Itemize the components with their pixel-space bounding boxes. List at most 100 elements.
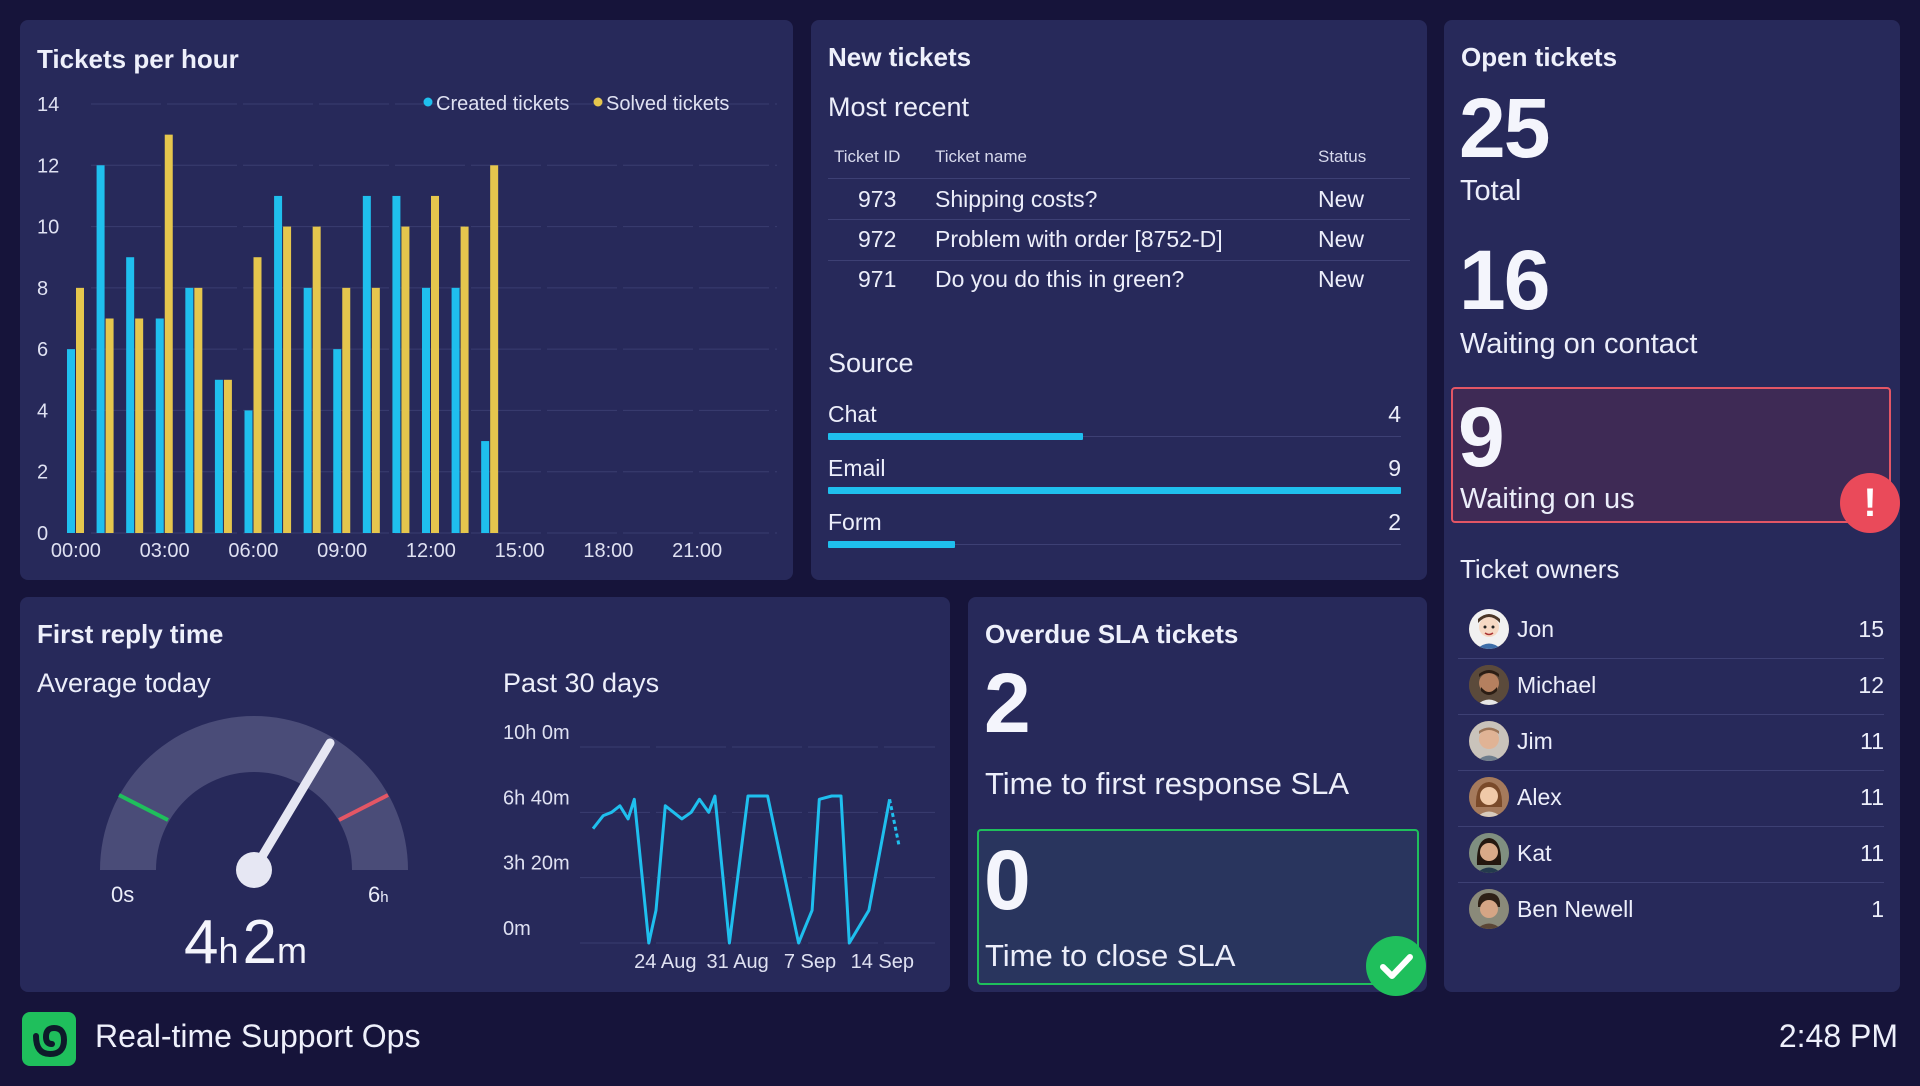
source-track bbox=[828, 436, 1401, 437]
bar bbox=[223, 379, 232, 533]
bar bbox=[194, 287, 203, 533]
bar bbox=[155, 318, 164, 533]
bar bbox=[422, 287, 430, 533]
owner-name: Kat bbox=[1517, 840, 1552, 866]
bar bbox=[342, 287, 351, 533]
first-response-sla-label: Time to first response SLA bbox=[985, 766, 1350, 801]
close-sla-label: Time to close SLA bbox=[985, 938, 1236, 973]
gauge-arc bbox=[100, 716, 408, 870]
average-minutes: 2 bbox=[242, 908, 277, 977]
open-total-value: 25 bbox=[1459, 81, 1550, 175]
owner-name: Ben Newell bbox=[1517, 896, 1634, 922]
ticket-name: Do you do this in green? bbox=[935, 266, 1185, 292]
y-tick-label: 4 bbox=[37, 400, 48, 422]
x-tick-label: 15:00 bbox=[495, 540, 545, 562]
average-today-heading: Average today bbox=[37, 668, 211, 698]
close-sla-value: 0 bbox=[984, 833, 1031, 927]
x-tick-label: 21:00 bbox=[672, 540, 722, 562]
avatar bbox=[1469, 721, 1509, 761]
open-total-label: Total bbox=[1460, 175, 1522, 207]
owner-count: 1 bbox=[1871, 896, 1884, 922]
alert-icon: ! bbox=[1840, 473, 1900, 533]
check-icon bbox=[1366, 936, 1426, 996]
gauge-limit-tick bbox=[338, 793, 389, 822]
open-tickets-title: Open tickets bbox=[1461, 42, 1618, 72]
x-tick-label: 09:00 bbox=[317, 540, 367, 562]
owner-count: 15 bbox=[1858, 616, 1884, 642]
source-value: 9 bbox=[1388, 455, 1401, 481]
waiting-contact-value: 16 bbox=[1459, 233, 1550, 327]
bar bbox=[431, 195, 439, 533]
waiting-on-us-card[interactable] bbox=[1451, 387, 1891, 523]
source-label: Chat bbox=[828, 401, 877, 427]
table-divider bbox=[828, 260, 1410, 261]
x-tick-label: 31 Aug bbox=[707, 951, 769, 973]
gauge-target-tick bbox=[118, 793, 169, 822]
average-value: 4h2m bbox=[184, 907, 307, 978]
x-tick-label: 18:00 bbox=[583, 540, 633, 562]
most-recent-heading: Most recent bbox=[828, 92, 970, 122]
ticket-status: New bbox=[1318, 266, 1365, 292]
source-bar bbox=[828, 487, 1401, 494]
legend-solved-label: Solved tickets bbox=[606, 93, 729, 115]
bar bbox=[312, 226, 321, 534]
legend-created-marker bbox=[423, 97, 433, 107]
bar bbox=[283, 226, 292, 534]
ticket-name: Problem with order [8752-D] bbox=[935, 226, 1223, 252]
legend-created-label: Created tickets bbox=[436, 93, 569, 115]
bar bbox=[185, 287, 194, 533]
column-ticket-name: Ticket name bbox=[935, 147, 1027, 166]
waiting-us-label: Waiting on us bbox=[1460, 483, 1635, 515]
average-hours: 4 bbox=[184, 908, 219, 977]
bar bbox=[96, 165, 105, 534]
owner-count: 12 bbox=[1858, 672, 1884, 698]
x-tick-label: 00:00 bbox=[51, 540, 101, 562]
bar bbox=[451, 287, 460, 533]
ticket-owners-heading: Ticket owners bbox=[1460, 554, 1620, 584]
gauge-max-number: 6 bbox=[368, 882, 381, 907]
y-tick-label: 2 bbox=[37, 462, 48, 484]
trend-forecast-line bbox=[888, 799, 901, 846]
y-tick-label: 6 bbox=[37, 339, 48, 361]
owner-divider bbox=[1458, 770, 1884, 771]
source-bar bbox=[828, 541, 956, 548]
y-tick-label: 10h 0m bbox=[503, 722, 570, 744]
bar bbox=[214, 379, 223, 533]
source-value: 4 bbox=[1388, 401, 1401, 427]
average-hours-unit: h bbox=[218, 930, 239, 971]
first-response-sla-value: 2 bbox=[984, 656, 1031, 750]
owner-divider bbox=[1458, 882, 1884, 883]
source-label: Email bbox=[828, 455, 886, 481]
first-reply-title: First reply time bbox=[37, 619, 224, 649]
ticket-id: 972 bbox=[858, 226, 897, 252]
y-tick-label: 6h 40m bbox=[503, 787, 570, 809]
app-logo-icon bbox=[22, 1012, 76, 1066]
clock: 2:48 PM bbox=[1778, 1018, 1898, 1054]
x-tick-label: 14 Sep bbox=[851, 951, 914, 973]
source-track bbox=[828, 544, 1401, 545]
gauge-max-unit: h bbox=[380, 889, 389, 906]
bar bbox=[105, 318, 114, 533]
source-label: Form bbox=[828, 509, 882, 535]
source-bar bbox=[828, 433, 1083, 440]
owner-count: 11 bbox=[1860, 784, 1884, 810]
bar bbox=[244, 410, 253, 533]
x-tick-label: 12:00 bbox=[406, 540, 456, 562]
new-tickets-title: New tickets bbox=[828, 42, 972, 72]
ticket-status: New bbox=[1318, 186, 1365, 212]
overdue-sla-title: Overdue SLA tickets bbox=[985, 619, 1239, 649]
bar bbox=[362, 195, 371, 533]
close-sla-card[interactable] bbox=[977, 829, 1419, 985]
table-divider bbox=[828, 178, 1410, 179]
ticket-id: 971 bbox=[858, 266, 897, 292]
bar bbox=[490, 165, 499, 534]
owner-count: 11 bbox=[1860, 840, 1884, 866]
bar bbox=[126, 257, 135, 533]
gauge-min-label: 0s bbox=[111, 882, 135, 907]
dashboard-title: Real-time Support Ops bbox=[95, 1018, 421, 1054]
table-divider bbox=[828, 219, 1410, 220]
ticket-id: 973 bbox=[858, 186, 897, 212]
